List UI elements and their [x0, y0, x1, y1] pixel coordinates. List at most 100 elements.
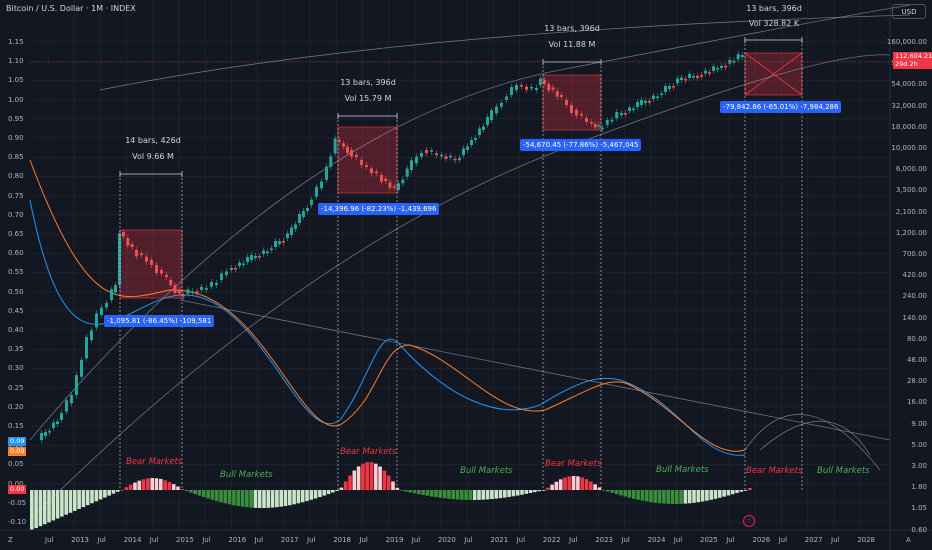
candle [44, 432, 47, 436]
candle [126, 238, 130, 246]
histogram-bar [64, 490, 68, 515]
candle [242, 263, 245, 265]
candle [620, 113, 623, 115]
lower-channel [29, 54, 891, 521]
histogram-bar [176, 486, 180, 490]
histogram-bar [606, 490, 610, 492]
time-tick: 2028 [857, 536, 876, 544]
time-tick: Jul [411, 536, 421, 544]
histogram-bar [326, 490, 331, 495]
price-tick-left: 0.75 [8, 191, 24, 200]
histogram-bar [408, 490, 412, 493]
candle [392, 186, 396, 188]
candle [605, 120, 609, 125]
histogram-bar [240, 490, 245, 507]
candle [234, 268, 237, 270]
price-tick-right: 5.00 [911, 440, 927, 449]
candle [420, 153, 423, 157]
candle [370, 168, 373, 174]
candle [495, 106, 498, 114]
time-tick: Jul [516, 536, 526, 544]
candle [515, 85, 518, 90]
candle [462, 148, 465, 155]
time-tick: 2026 [752, 536, 771, 544]
current-price-tag: 112,604.21 29d 2h [893, 52, 932, 69]
candle [338, 140, 341, 142]
histogram-bar [511, 490, 516, 497]
candle [205, 288, 208, 290]
measure-1-bars: 14 bars, 426d [125, 136, 181, 145]
time-tick: 2024 [647, 536, 666, 544]
candle [169, 280, 173, 285]
candle [490, 110, 493, 120]
time-tick: Jul [97, 536, 106, 544]
price-tick-left: 0.65 [8, 230, 24, 238]
measure-2-volume: Vol 15.79 M [344, 94, 392, 103]
candle [565, 100, 568, 105]
histogram-bar [51, 490, 56, 521]
histogram-bar [558, 479, 563, 490]
candle [342, 143, 345, 147]
price-tick-left: 0.40 [8, 326, 24, 334]
histogram-bar [494, 490, 498, 499]
histogram-bar [352, 470, 357, 490]
histogram-bar [227, 490, 232, 505]
currency-button[interactable]: USD [892, 4, 926, 19]
histogram-bar [386, 475, 391, 490]
auto-scale-label[interactable]: A [906, 536, 911, 544]
histogram-bar [103, 490, 107, 498]
histogram-bar [520, 490, 524, 495]
candle [274, 241, 277, 247]
price-tick-left: -0.05 [8, 498, 27, 507]
candle [95, 313, 98, 328]
histogram-bar [85, 490, 90, 506]
candle [466, 146, 469, 150]
histogram-bar [576, 476, 580, 490]
measure-4-change[interactable]: -79,842.86 (-65.01%) -7,984,286 [720, 101, 842, 113]
histogram-bar [554, 481, 559, 490]
histogram-bar [412, 490, 417, 494]
oscillator-orange [29, 159, 746, 452]
time-tick: 2022 [542, 536, 561, 544]
orange-indicator-tag: 0.09 [8, 447, 27, 456]
histogram-bar [468, 490, 473, 500]
histogram-bar [614, 490, 619, 495]
candle [636, 102, 639, 107]
lightning-icon[interactable]: ⚡ [743, 515, 755, 527]
candle [712, 66, 715, 71]
histogram-bar [748, 488, 752, 490]
time-tick: 2023 [595, 536, 614, 544]
histogram-bar [442, 490, 447, 499]
price-tick-left: 1.15 [8, 38, 24, 46]
histogram-bar [683, 490, 688, 504]
candle [510, 87, 513, 95]
zoom-label[interactable]: Z [8, 536, 13, 544]
candle [401, 179, 405, 184]
price-tick-left: 0.05 [8, 460, 24, 469]
price-tick-right: 160,000.00 [886, 38, 927, 46]
time-tick: 2013 [71, 536, 90, 544]
histogram-bar [77, 490, 81, 509]
histogram-bar [322, 490, 326, 496]
price-tick-left: 1.00 [8, 95, 24, 104]
measure-2-bars: 13 bars, 396d [340, 78, 396, 87]
candle [555, 91, 559, 97]
candle [610, 119, 614, 122]
histogram-bar [632, 490, 636, 499]
candle [474, 138, 477, 140]
time-tick: Jul [359, 536, 368, 544]
measure-4-volume: Vol 328.82 K [748, 19, 800, 28]
candle [453, 158, 457, 161]
candle [210, 282, 213, 287]
histogram-bar [382, 470, 387, 490]
candle [135, 250, 138, 257]
histogram-bar [567, 476, 572, 490]
bear-markets-label-3: Bear Markets [545, 459, 602, 469]
measure-3-change[interactable]: -54,670.45 (-77.86%) -5,467,045 [520, 139, 642, 151]
candle [440, 154, 443, 157]
candle [660, 93, 663, 95]
measure-1-change[interactable]: -1,095.81 (-86.45%) -109,581 [104, 315, 215, 327]
measure-2-change[interactable]: -14,396.96 (-82.23%) -1,439,696 [318, 203, 440, 215]
